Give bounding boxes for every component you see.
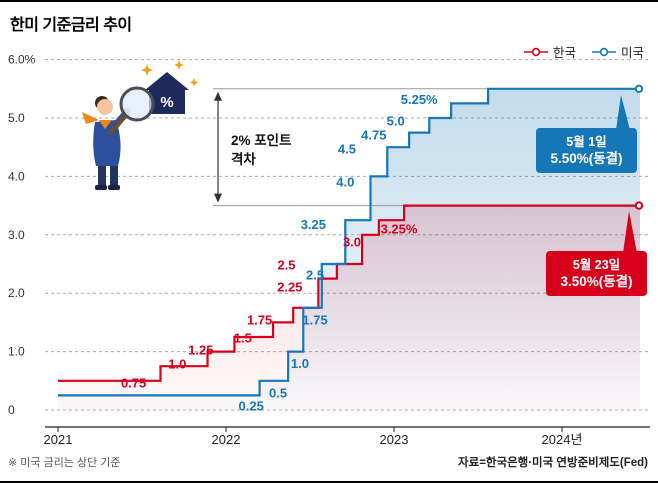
y-tick-label: 2.0 bbox=[8, 286, 25, 300]
callout-date: 5월 23일 bbox=[573, 257, 620, 272]
rate-value-label: 3.0 bbox=[343, 234, 361, 249]
rate-value-label: 1.75 bbox=[247, 313, 272, 328]
gap-annotation bbox=[213, 88, 489, 207]
magnifier-house-illustration: % bbox=[82, 60, 199, 190]
source-credit: 자료=한국은행·미국 연방준비제도(Fed) bbox=[458, 457, 648, 469]
legend-item-2: 미국 bbox=[591, 42, 644, 61]
y-tick-label: 4.0 bbox=[8, 169, 25, 183]
series-end-marker bbox=[634, 84, 644, 94]
rate-value-label: 1.0 bbox=[168, 356, 186, 371]
percent-symbol: % bbox=[160, 94, 173, 111]
y-tick-label: 5.0 bbox=[8, 111, 25, 125]
x-tick-label: 2024년 bbox=[542, 432, 583, 447]
sparkle-icon bbox=[141, 64, 153, 76]
rate-value-label: 0.25 bbox=[239, 398, 264, 413]
x-tick-label: 2023 bbox=[380, 432, 409, 447]
magnifier-icon bbox=[108, 86, 155, 135]
rate-value-label: 1.0 bbox=[291, 356, 309, 371]
y-tick-label: 6.0% bbox=[8, 53, 36, 67]
person-shoe bbox=[108, 185, 120, 190]
rate-value-label: 5.25% bbox=[401, 92, 438, 107]
sparkle-icon bbox=[189, 78, 199, 87]
point-labels: 0.751.01.251.51.752.252.53.03.25%0.250.5… bbox=[121, 92, 438, 414]
person-shoe bbox=[95, 185, 107, 190]
house-icon: % bbox=[145, 72, 189, 114]
area-fills bbox=[58, 88, 640, 411]
callout-date: 5월 1일 bbox=[566, 134, 606, 149]
rate-value-label: 2.5 bbox=[277, 258, 295, 273]
sparkle-icons bbox=[141, 60, 199, 87]
sparkle-icon bbox=[174, 60, 184, 70]
gap-label: 2% 포인트 bbox=[231, 132, 292, 148]
x-tick-label: 2021 bbox=[44, 432, 73, 447]
magnifier-handle bbox=[108, 113, 128, 135]
rate-value-label: 4.0 bbox=[336, 175, 354, 190]
house-roof bbox=[145, 72, 189, 90]
series-lines bbox=[58, 87, 640, 397]
rate-value-label: 0.5 bbox=[269, 386, 287, 401]
legend-label: 미국 bbox=[620, 46, 644, 60]
magnifier-lens bbox=[119, 86, 155, 122]
footnote: ※ 미국 금리는 상단 기준 bbox=[8, 457, 121, 469]
house-body bbox=[149, 88, 185, 114]
series-end-marker bbox=[634, 201, 644, 210]
rate-value-label: 3.25 bbox=[301, 217, 326, 232]
rate-value-label: 4.5 bbox=[338, 141, 356, 156]
y-tick-label: 0 bbox=[8, 403, 15, 417]
series-line bbox=[58, 87, 640, 397]
x-axis: 2021 2022 2023 2024년 bbox=[44, 426, 650, 447]
legend-marker-icon bbox=[591, 47, 616, 56]
y-tick-label: 3.0 bbox=[8, 228, 25, 242]
chart-legend: 한국 미국 bbox=[523, 42, 644, 61]
gap-label: 격차 bbox=[231, 151, 256, 167]
area-fill bbox=[58, 205, 640, 410]
legend-label: 한국 bbox=[552, 46, 576, 60]
us-callout: 5월 1일5.50%(동결) bbox=[536, 95, 637, 173]
legend-marker-icon bbox=[523, 47, 548, 56]
callout-pointer bbox=[623, 211, 637, 253]
arrow-down-icon bbox=[214, 193, 222, 203]
rate-value-label: 4.75 bbox=[361, 127, 386, 142]
arrow-up-icon bbox=[214, 91, 222, 101]
page-title: 한미 기준금리 추이 bbox=[10, 17, 132, 34]
callout-box bbox=[546, 251, 647, 296]
rate-value-label: 5.0 bbox=[387, 113, 405, 128]
callout-pointer bbox=[616, 95, 630, 130]
rate-value-label: 1.5 bbox=[234, 331, 252, 346]
rate-value-label: 0.75 bbox=[121, 376, 146, 391]
rate-value-label: 2.25 bbox=[277, 279, 302, 294]
rate-value-label: 1.25 bbox=[188, 342, 213, 357]
person-face bbox=[97, 99, 113, 115]
rate-value-label: 2.5 bbox=[306, 268, 324, 283]
rate-value-label: 3.25% bbox=[381, 221, 418, 236]
scarf-knot bbox=[99, 120, 112, 129]
scarf-tail bbox=[82, 112, 99, 124]
person-leg bbox=[98, 166, 106, 186]
y-tick-label: 1.0 bbox=[8, 345, 25, 359]
callout-box bbox=[536, 128, 637, 173]
callout-rate: 5.50%(동결) bbox=[550, 150, 622, 166]
end-markers bbox=[634, 84, 644, 210]
callout-rate: 3.50%(동결) bbox=[560, 273, 632, 289]
rate-value-label: 1.75 bbox=[302, 313, 327, 328]
person-leg bbox=[110, 166, 118, 186]
legend-item-1: 한국 bbox=[523, 42, 576, 61]
x-tick-label: 2022 bbox=[212, 432, 241, 447]
